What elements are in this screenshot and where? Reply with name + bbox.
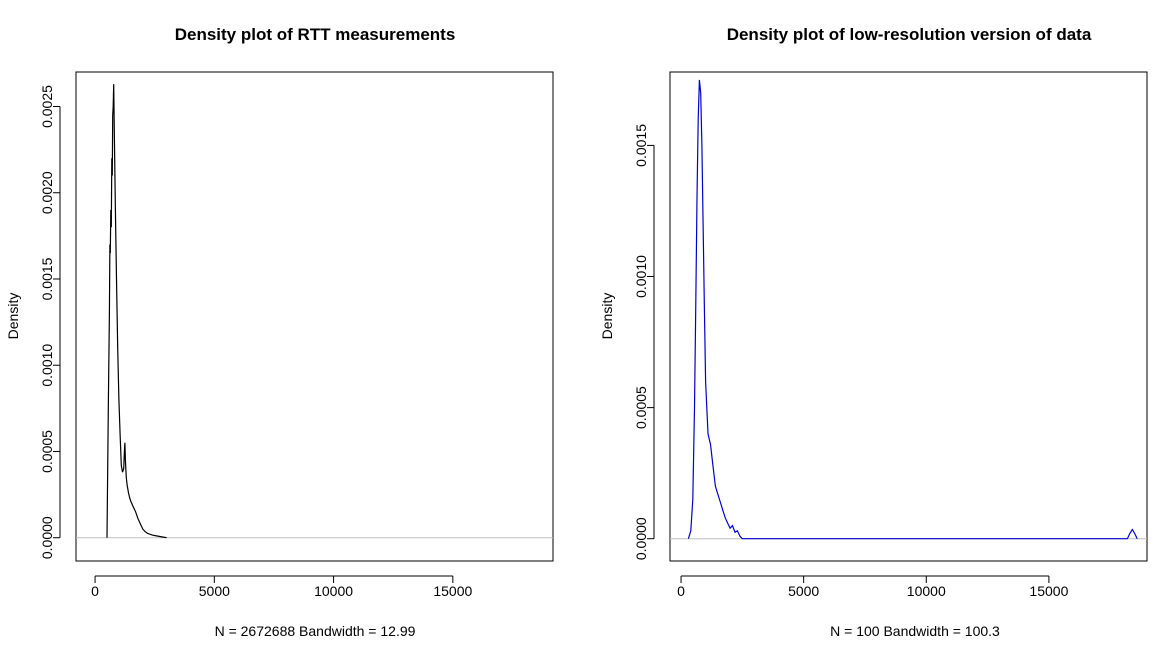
right-density-curve xyxy=(687,79,1138,540)
left-plot-frame xyxy=(75,71,554,562)
right-x-tick-label: 0 xyxy=(677,583,685,599)
right-y-tick-label: 0.0000 xyxy=(633,517,649,560)
left-density-curve xyxy=(106,84,167,539)
left-x-tick-label: 0 xyxy=(91,583,99,599)
left-y-tick-label: 0.0015 xyxy=(39,257,55,300)
right-y-ticks: 0.0000 0.0005 0.0010 0.0015 xyxy=(633,124,654,560)
right-y-axis-label: Density xyxy=(599,293,615,340)
left-x-tick-label: 5000 xyxy=(199,583,230,599)
left-x-axis-label: N = 2672688 Bandwidth = 12.99 xyxy=(215,623,416,639)
left-y-ticks: 0.0000 0.0005 0.0010 0.0015 0.0020 0.0025 xyxy=(39,85,60,559)
right-x-tick-label: 5000 xyxy=(788,583,819,599)
right-x-tick-label: 10000 xyxy=(907,583,946,599)
right-x-tick-label: 15000 xyxy=(1029,583,1068,599)
right-x-ticks: 0 5000 10000 15000 xyxy=(677,576,1069,599)
left-y-tick-label: 0.0010 xyxy=(39,344,55,387)
left-y-axis-label: Density xyxy=(5,293,21,340)
right-y-tick-label: 0.0010 xyxy=(633,255,649,298)
right-y-tick-label: 0.0005 xyxy=(633,386,649,429)
left-density-panel: Density plot of RTT measurements 0 5000 10… xyxy=(5,25,554,639)
left-y-tick-label: 0.0020 xyxy=(39,171,55,214)
left-x-tick-label: 15000 xyxy=(433,583,472,599)
left-x-ticks: 0 5000 10000 15000 xyxy=(91,576,473,599)
right-plot-title: Density plot of low-resolution version o… xyxy=(727,25,1092,44)
left-y-tick-label: 0.0005 xyxy=(39,430,55,473)
left-y-tick-label: 0.0000 xyxy=(39,516,55,559)
left-x-tick-label: 10000 xyxy=(314,583,353,599)
right-x-axis-label: N = 100 Bandwidth = 100.3 xyxy=(830,623,1000,639)
right-density-panel: Density plot of low-resolution version o… xyxy=(599,25,1148,639)
left-y-tick-label: 0.0025 xyxy=(39,85,55,128)
right-y-tick-label: 0.0015 xyxy=(633,124,649,167)
right-plot-frame xyxy=(669,71,1148,562)
left-plot-title: Density plot of RTT measurements xyxy=(175,25,456,44)
